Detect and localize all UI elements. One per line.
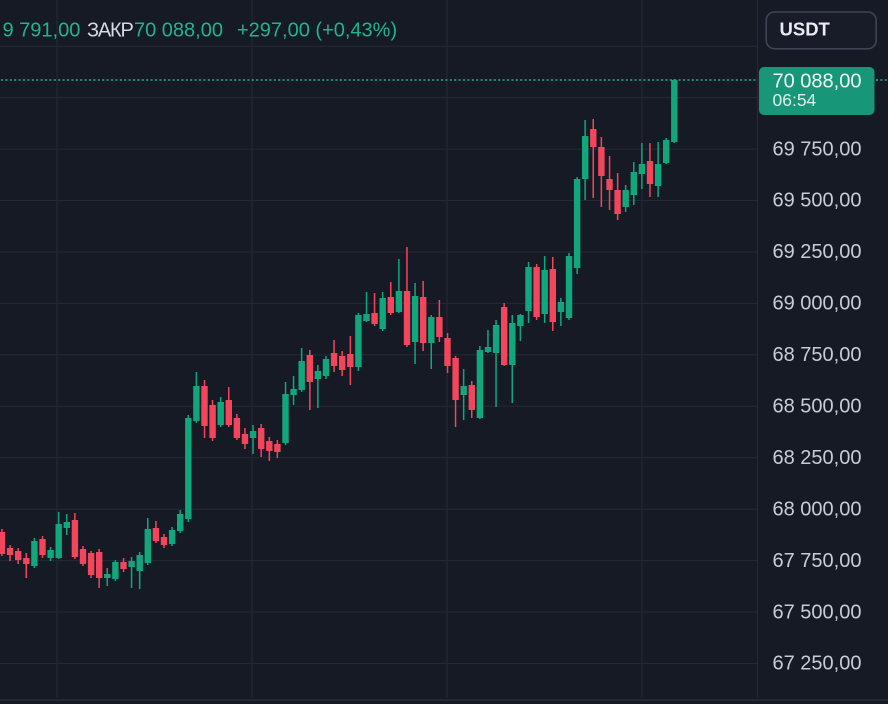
svg-text:06:54: 06:54 [773,90,817,110]
svg-text:USDT: USDT [780,19,831,40]
svg-text:67 250,00: 67 250,00 [773,653,862,675]
svg-text:68 500,00: 68 500,00 [773,396,862,418]
svg-text:70 088,00: 70 088,00 [134,20,223,42]
svg-text:68 000,00: 68 000,00 [773,498,862,520]
svg-text:69 750,00: 69 750,00 [773,138,862,160]
svg-text:67 500,00: 67 500,00 [773,601,862,623]
svg-text:ЗАКР: ЗАКР [87,20,133,42]
svg-text:69 500,00: 69 500,00 [773,190,862,212]
svg-text:9 791,00: 9 791,00 [3,20,81,42]
svg-text:67 750,00: 67 750,00 [773,550,862,572]
svg-text:+297,00 (+0,43%): +297,00 (+0,43%) [237,20,397,42]
svg-text:69 000,00: 69 000,00 [773,293,862,315]
svg-text:68 750,00: 68 750,00 [773,344,862,366]
svg-text:68 250,00: 68 250,00 [773,447,862,469]
svg-text:69 250,00: 69 250,00 [773,241,862,263]
svg-text:70 088,00: 70 088,00 [773,70,862,92]
